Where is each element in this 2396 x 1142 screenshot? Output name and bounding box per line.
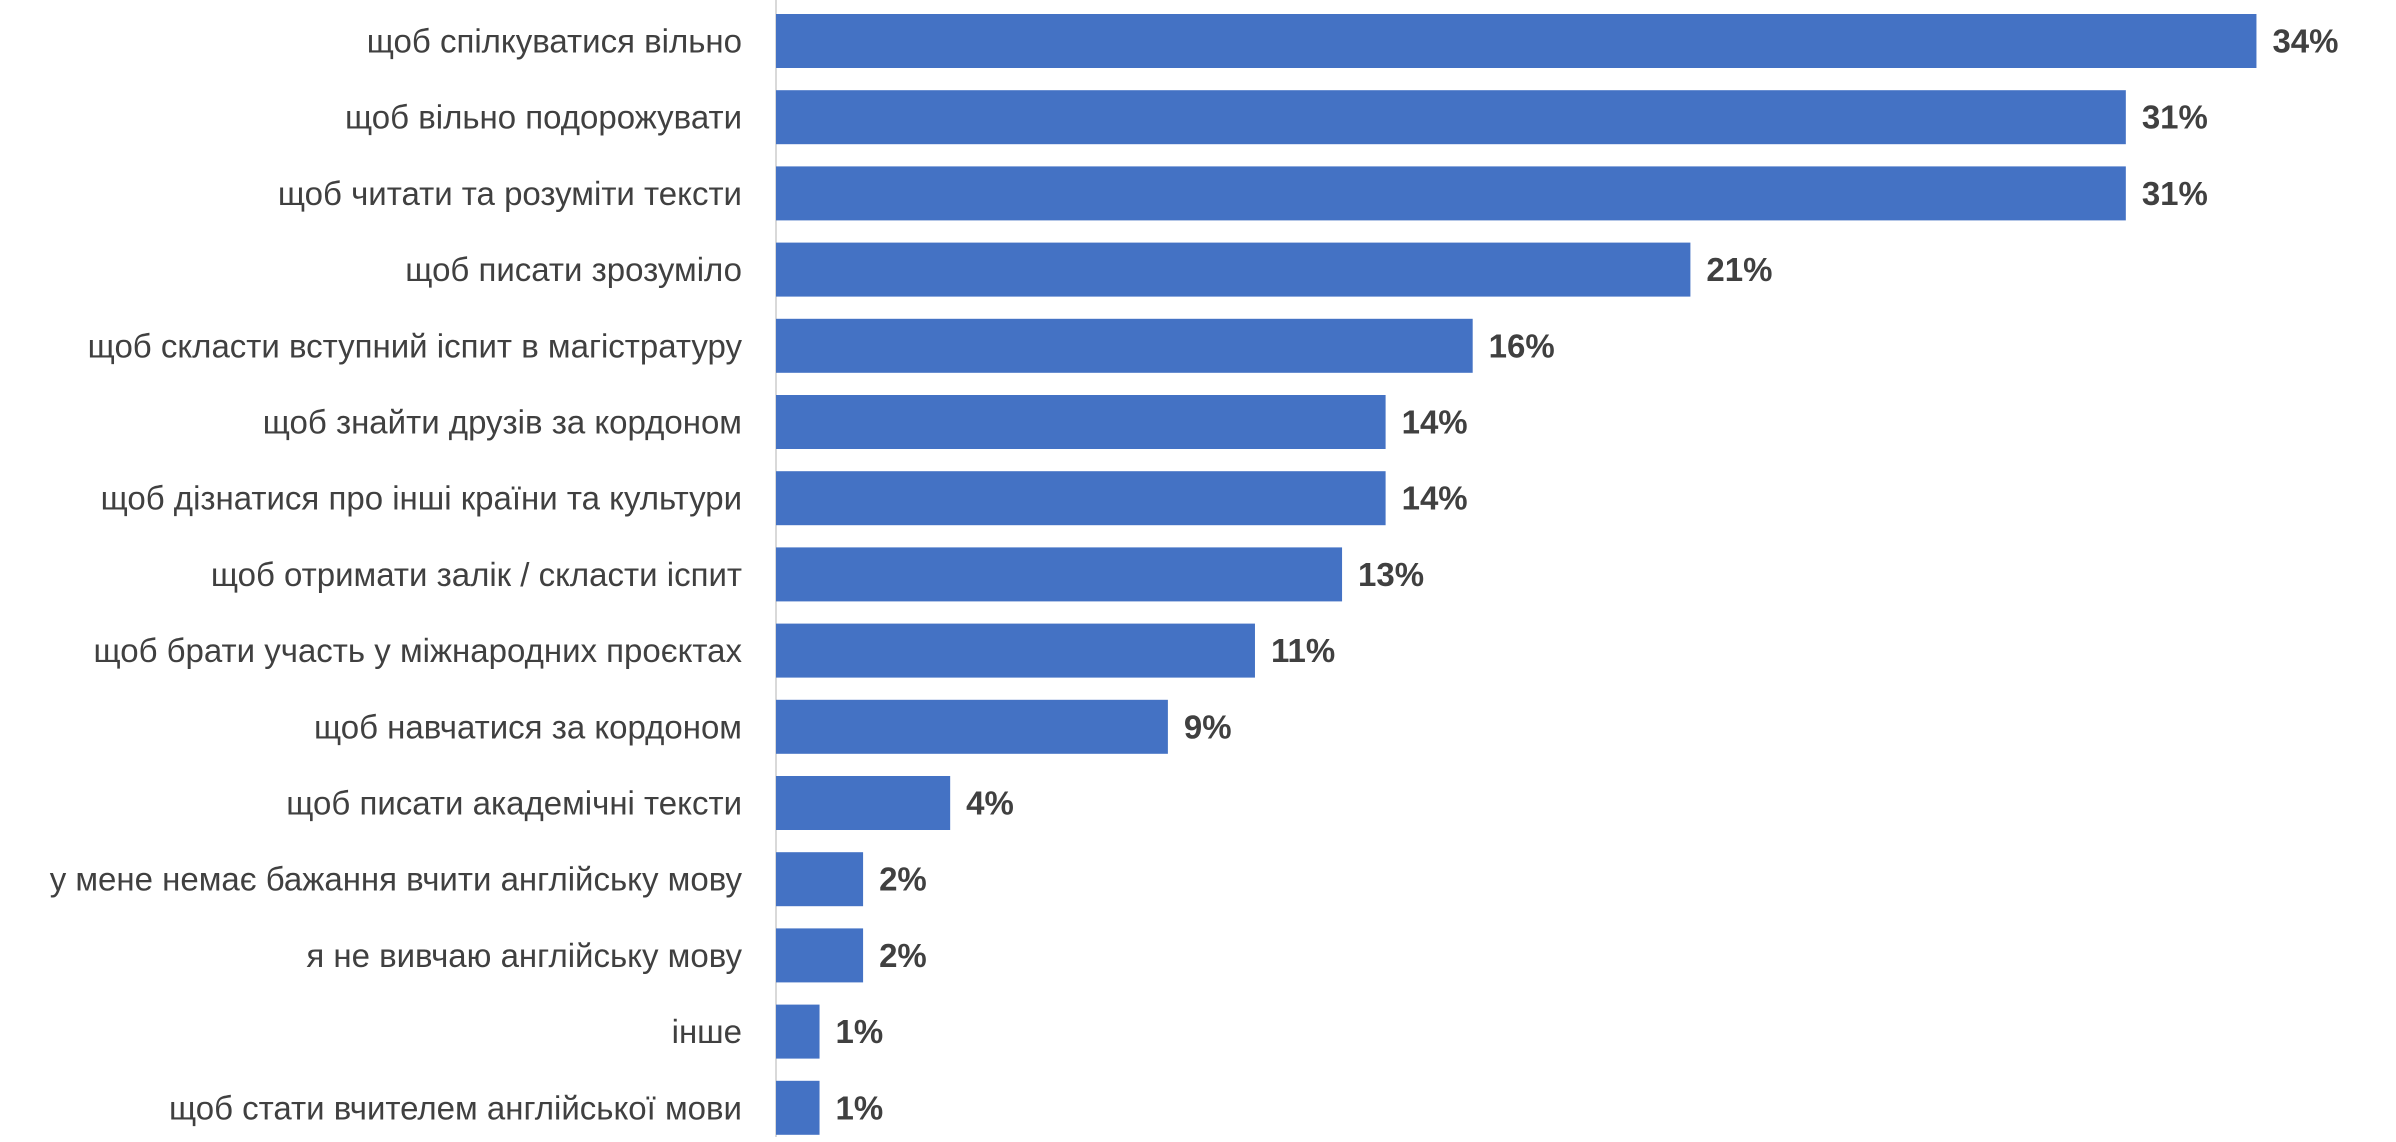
category-label: щоб дізнатися про інші країни та культур… [101, 480, 742, 517]
value-label: 13% [1358, 556, 1424, 593]
bar [776, 547, 1343, 602]
value-label: 2% [879, 861, 927, 898]
bar [776, 318, 1473, 373]
bar [776, 699, 1168, 754]
bar [776, 623, 1255, 678]
value-label: 31% [2142, 175, 2208, 212]
bar [776, 928, 864, 983]
category-label: щоб отримати залік / скласти іспит [211, 556, 742, 593]
value-label: 14% [1402, 480, 1468, 517]
bar [776, 242, 1691, 297]
category-label: щоб читати та розуміти тексти [278, 175, 742, 212]
category-label: я не вивчаю англійську мову [306, 937, 742, 974]
bar [776, 471, 1386, 526]
bar [776, 852, 864, 907]
category-label: щоб писати академічні тексти [286, 785, 742, 822]
category-label: щоб спілкуватися вільно [367, 23, 742, 60]
category-labels: щоб спілкуватися вільно щоб вільно подоро… [50, 23, 743, 1127]
value-labels: 34% 31% 31% 21% 16% 14% 14% 13% 11% 9% 4% 2% 2% 1% 1% [836, 23, 2339, 1127]
category-label: інше [672, 1013, 742, 1050]
value-label: 14% [1402, 404, 1468, 441]
bar [776, 395, 1386, 449]
value-label: 16% [1489, 327, 1555, 364]
value-label: 4% [966, 785, 1014, 822]
bar [776, 14, 2257, 68]
value-label: 11% [1271, 632, 1335, 669]
value-label: 34% [2272, 23, 2338, 60]
bar [776, 776, 951, 830]
category-label: щоб брати участь у міжнародних проєктах [93, 632, 742, 669]
value-label: 1% [836, 1013, 884, 1050]
category-label: щоб навчатися за кордоном [314, 708, 742, 745]
bar [776, 1080, 820, 1135]
category-label: щоб скласти вступний іспит в магістратур… [88, 327, 743, 364]
category-label: щоб стати вчителем англійської мови [169, 1089, 742, 1126]
category-label: у мене немає бажання вчити англійську мо… [50, 861, 743, 898]
value-label: 31% [2142, 99, 2208, 136]
bar [776, 166, 2126, 221]
bar [776, 90, 2126, 145]
category-label: щоб вільно подорожувати [345, 99, 742, 136]
value-label: 9% [1184, 708, 1232, 745]
value-label: 2% [879, 937, 927, 974]
value-label: 21% [1706, 251, 1772, 288]
category-label: щоб знайти друзів за кордоном [263, 404, 742, 441]
value-label: 1% [836, 1089, 884, 1126]
bar-layer [776, 14, 2257, 1135]
category-label: щоб писати зрозуміло [405, 251, 742, 288]
bar [776, 1004, 820, 1059]
